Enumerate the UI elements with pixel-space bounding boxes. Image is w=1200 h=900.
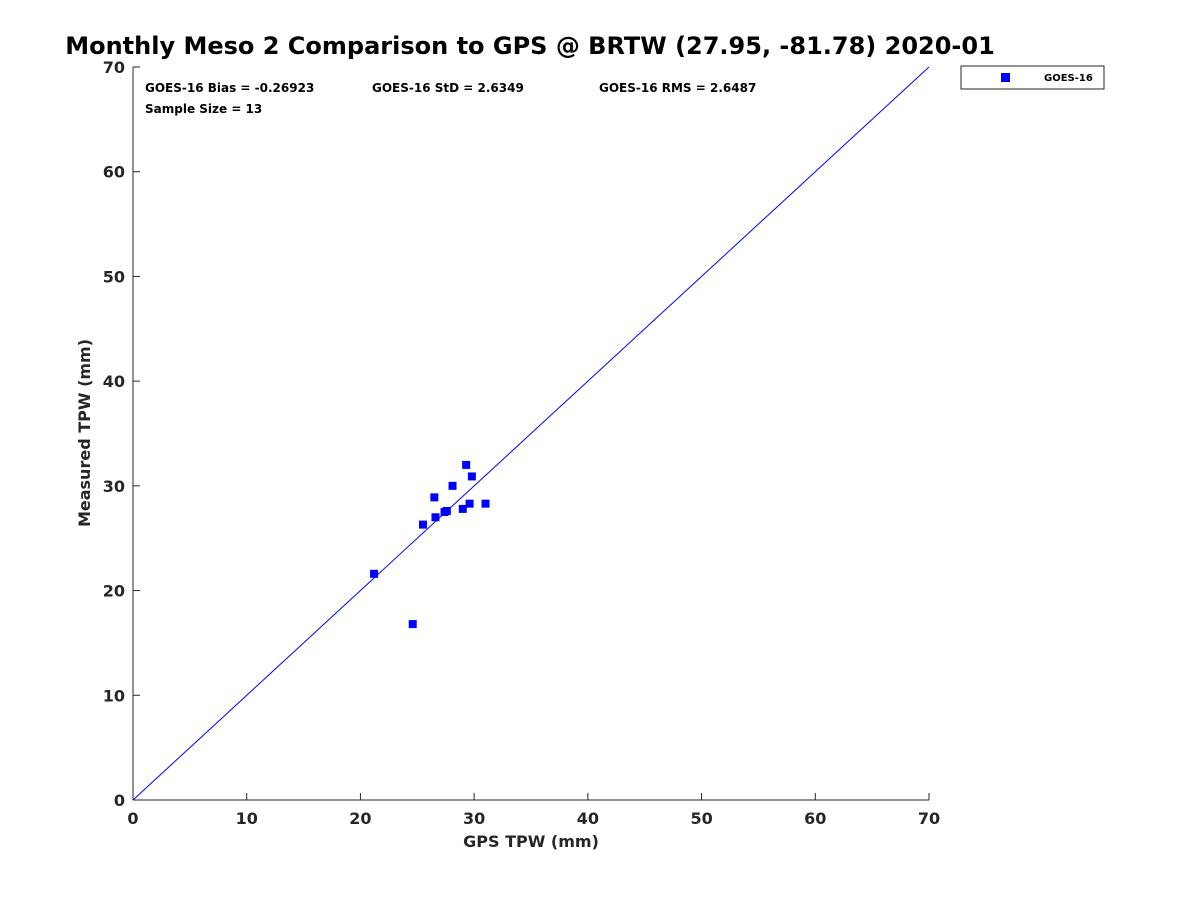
rms-annotation: GOES-16 RMS = 2.6487 <box>599 81 756 95</box>
y-tick-label: 20 <box>103 582 125 601</box>
data-point <box>467 472 476 481</box>
y-axis-label: Measured TPW (mm) <box>75 339 94 527</box>
y-tick-label: 70 <box>103 58 125 77</box>
x-tick-label: 0 <box>127 809 138 828</box>
x-tick-label: 30 <box>463 809 485 828</box>
x-tick-label: 50 <box>690 809 712 828</box>
data-point <box>458 504 467 513</box>
y-tick-label: 50 <box>103 267 125 286</box>
std-annotation: GOES-16 StD = 2.6349 <box>372 81 524 95</box>
chart-title: Monthly Meso 2 Comparison to GPS @ BRTW … <box>65 32 995 60</box>
data-point <box>448 481 457 490</box>
legend: GOES-16 <box>960 65 1105 90</box>
y-tick-label: 10 <box>103 686 125 705</box>
data-point <box>462 460 471 469</box>
scatter-points <box>370 460 490 629</box>
data-point <box>431 513 440 522</box>
y-tick-label: 30 <box>103 477 125 496</box>
x-axis-label: GPS TPW (mm) <box>463 832 599 851</box>
x-tick-label: 40 <box>577 809 599 828</box>
sample-size-annotation: Sample Size = 13 <box>145 102 262 116</box>
data-point <box>481 499 490 508</box>
data-point <box>442 506 451 515</box>
x-tick-label: 20 <box>349 809 371 828</box>
data-point <box>408 620 417 629</box>
legend-label: GOES-16 <box>1044 73 1093 84</box>
data-point <box>370 569 379 578</box>
legend-box <box>960 65 1105 90</box>
y-tick-label: 0 <box>114 791 125 810</box>
y-tick-label: 40 <box>103 372 125 391</box>
y-ticks: 0 10 20 30 40 50 60 70 <box>103 58 140 810</box>
y-tick-label: 60 <box>103 163 125 182</box>
x-tick-label: 60 <box>804 809 826 828</box>
data-point <box>418 520 427 529</box>
data-point <box>430 493 439 502</box>
bias-annotation: GOES-16 Bias = -0.26923 <box>145 81 314 95</box>
axes <box>132 67 929 801</box>
data-point <box>465 499 474 508</box>
legend-marker <box>1001 73 1010 82</box>
x-tick-label: 70 <box>918 809 940 828</box>
one-to-one-line <box>132 66 930 801</box>
x-ticks: 0 10 20 30 40 50 60 70 <box>127 793 940 828</box>
x-tick-label: 10 <box>236 809 258 828</box>
